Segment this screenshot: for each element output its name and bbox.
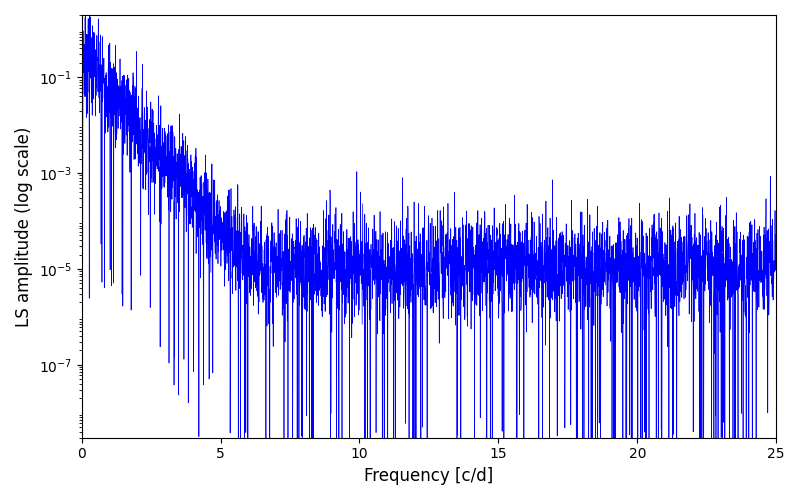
X-axis label: Frequency [c/d]: Frequency [c/d] (364, 467, 494, 485)
Y-axis label: LS amplitude (log scale): LS amplitude (log scale) (15, 126, 33, 326)
